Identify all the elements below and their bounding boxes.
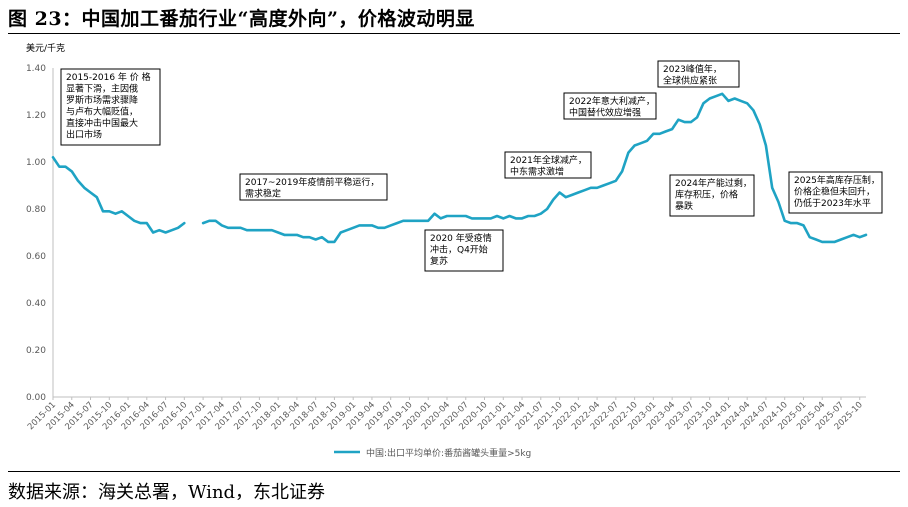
annotation-text: 仍低于2023年水平 — [794, 197, 871, 209]
annotation-text: 复苏 — [430, 255, 448, 267]
annotation-box: 2022年意大利减产，中国替代效应增强 — [563, 92, 657, 120]
annotation-text: 2021年全球减产， — [510, 154, 587, 166]
annotation-text: 库存积压，价格 — [675, 189, 738, 201]
y-tick-label: 0.20 — [26, 346, 46, 356]
legend-label: 中国:出口平均单价:番茄酱罐头重量>5kg — [366, 447, 531, 459]
annotation-frame — [239, 173, 388, 201]
annotation-text: 2017~2019年疫情前平稳运行， — [245, 176, 379, 188]
y-tick-label: 0.80 — [26, 205, 46, 215]
annotation-text: 2020 年受疫情 — [430, 232, 492, 244]
annotation-text: 直接冲击中国最大 — [66, 117, 138, 129]
series-line — [51, 92, 868, 244]
annotation-text: 需求稳定 — [245, 188, 281, 200]
annotation-text: 2015-2016 年 价 格 — [66, 71, 151, 83]
figure-source: 数据来源：海关总署，Wind，东北证券 — [8, 482, 326, 503]
annotation-text: 冲击，Q4开始 — [430, 244, 488, 256]
x-axis-ticks: 2015-012015-042015-072015-102016-012016-… — [26, 397, 865, 432]
y-tick-label: 0.60 — [26, 252, 46, 262]
annotation-text: 罗斯市场需求骤降 — [66, 94, 138, 106]
annotation-text: 中东需求激增 — [510, 166, 564, 178]
annotation-frame — [669, 174, 755, 217]
y-tick-label: 0.40 — [26, 299, 46, 309]
annotation-text: 2022年意大利减产， — [569, 95, 655, 107]
annotation-frame — [424, 229, 504, 272]
annotation-frame — [563, 92, 657, 120]
y-tick-label: 1.00 — [26, 158, 46, 168]
annotation-box: 2025年高库存压制，价格企稳但未回升，仍低于2023年水平 — [788, 171, 883, 214]
chart-axes — [52, 68, 866, 398]
annotation-text: 全球供应紧张 — [663, 75, 717, 87]
source-divider — [8, 471, 900, 472]
y-axis-label: 美元/千克 — [26, 42, 65, 54]
annotation-frame — [657, 60, 740, 88]
legend: 中国:出口平均单价:番茄酱罐头重量>5kg — [334, 447, 531, 459]
title-divider — [8, 33, 900, 34]
annotation-frame — [504, 151, 592, 179]
annotation-frame — [788, 171, 883, 214]
annotation-box: 2021年全球减产，中东需求激增 — [504, 151, 592, 179]
figure-title: 图 23：中国加工番茄行业“高度外向”，价格波动明显 — [8, 8, 475, 30]
annotations-layer: 2015-2016 年 价 格显著下滑，主因俄罗斯市场需求骤降与卢布大幅贬值，直… — [60, 60, 883, 272]
y-tick-label: 1.40 — [26, 64, 46, 74]
line-chart: 美元/千克 0.00 0.20 0.40 0.60 0.80 1.00 1.20 1.40 2… — [26, 42, 883, 459]
annotation-box: 2015-2016 年 价 格显著下滑，主因俄罗斯市场需求骤降与卢布大幅贬值，直… — [60, 68, 161, 146]
annotation-box: 2023峰值年，全球供应紧张 — [657, 60, 740, 88]
annotation-text: 出口市场 — [66, 129, 102, 141]
annotation-text: 2025年高库存压制， — [794, 174, 880, 186]
annotation-text: 价格企稳但未回升， — [794, 186, 875, 198]
y-tick-label: 1.20 — [26, 111, 46, 121]
y-tick-label: 0.00 — [26, 393, 46, 403]
annotation-text: 与卢布大幅贬值， — [66, 106, 138, 118]
annotation-text: 2024年产能过剩， — [675, 177, 752, 189]
annotation-frame — [60, 68, 161, 146]
annotation-text: 显著下滑，主因俄 — [66, 83, 138, 95]
series-layer — [51, 92, 868, 244]
annotation-box: 2017~2019年疫情前平稳运行，需求稳定 — [239, 173, 388, 201]
annotation-text: 中国替代效应增强 — [569, 107, 641, 119]
annotation-text: 暴跌 — [675, 201, 693, 212]
annotation-text: 2023峰值年， — [663, 63, 722, 75]
y-axis-ticks: 0.00 0.20 0.40 0.60 0.80 1.00 1.20 1.40 — [26, 64, 46, 403]
